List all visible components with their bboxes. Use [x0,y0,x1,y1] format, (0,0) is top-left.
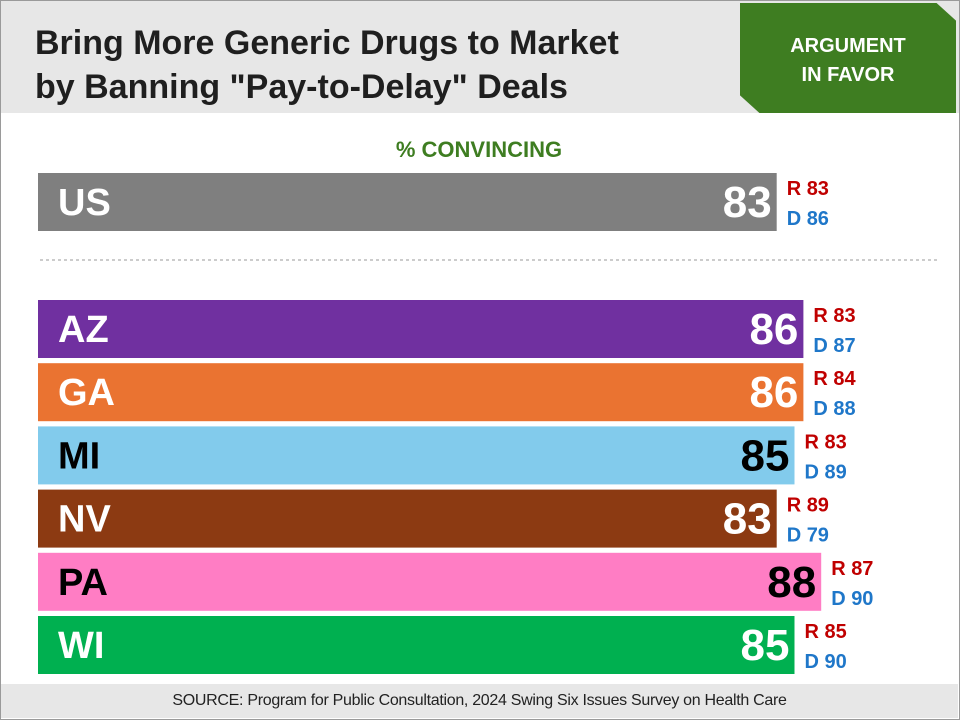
democrat-value-pa: D 90 [831,588,873,610]
badge-line-2: IN FAVOR [801,64,895,86]
source-note: SOURCE: Program for Public Consultation,… [172,692,787,709]
democrat-value-nv: D 79 [787,525,829,547]
bar-label-ga: GA [58,372,115,414]
democrat-value-ga: D 88 [813,398,855,420]
argument-badge: ARGUMENT IN FAVOR [740,3,956,113]
bar-label-pa: PA [58,562,108,604]
bar-value-az: 86 [749,305,798,354]
chart-subtitle: % CONVINCING [395,137,563,162]
title-line-2: by Banning "Pay-to-Delay" Deals [35,68,568,106]
bar-nv [38,489,777,548]
chart-title: Bring More Generic Drugs to Market by Ba… [35,21,619,109]
bar-us [38,173,777,231]
bar-pa [38,552,822,611]
bar-label-us: US [58,182,111,224]
bar-value-ga: 86 [749,368,798,417]
bar-az [38,300,804,358]
republican-value-az: R 83 [813,305,855,327]
republican-value-us: R 83 [787,178,829,200]
title-line-1: Bring More Generic Drugs to Market [35,24,619,62]
bar-chart: US 83 R 83 D 86 AZ 86 R 83 D 87 GA 86 R 84 D 88 MI 85… [38,173,940,674]
republican-value-wi: R 85 [805,621,847,643]
bar-value-nv: 83 [723,495,772,544]
badge-line-1: ARGUMENT [790,35,906,57]
bar-label-az: AZ [58,309,109,351]
democrat-value-mi: D 89 [805,461,847,483]
bar-value-pa: 88 [767,558,816,607]
badge-label: ARGUMENT IN FAVOR [740,32,956,90]
democrat-value-wi: D 90 [805,651,847,673]
bar-wi [38,616,795,674]
democrat-value-az: D 87 [813,335,855,357]
source-bar: SOURCE: Program for Public Consultation,… [1,684,958,718]
republican-value-pa: R 87 [831,558,873,580]
bar-label-wi: WI [58,625,104,667]
bar-mi [38,426,795,485]
democrat-value-us: D 86 [787,208,829,230]
bar-label-nv: NV [58,499,111,541]
bar-ga [38,363,804,422]
bar-value-wi: 85 [741,621,790,670]
bar-value-mi: 85 [741,431,790,480]
republican-value-mi: R 83 [805,431,847,453]
republican-value-nv: R 89 [787,495,829,517]
bar-label-mi: MI [58,435,100,477]
bar-value-us: 83 [723,178,772,227]
republican-value-ga: R 84 [813,368,856,390]
